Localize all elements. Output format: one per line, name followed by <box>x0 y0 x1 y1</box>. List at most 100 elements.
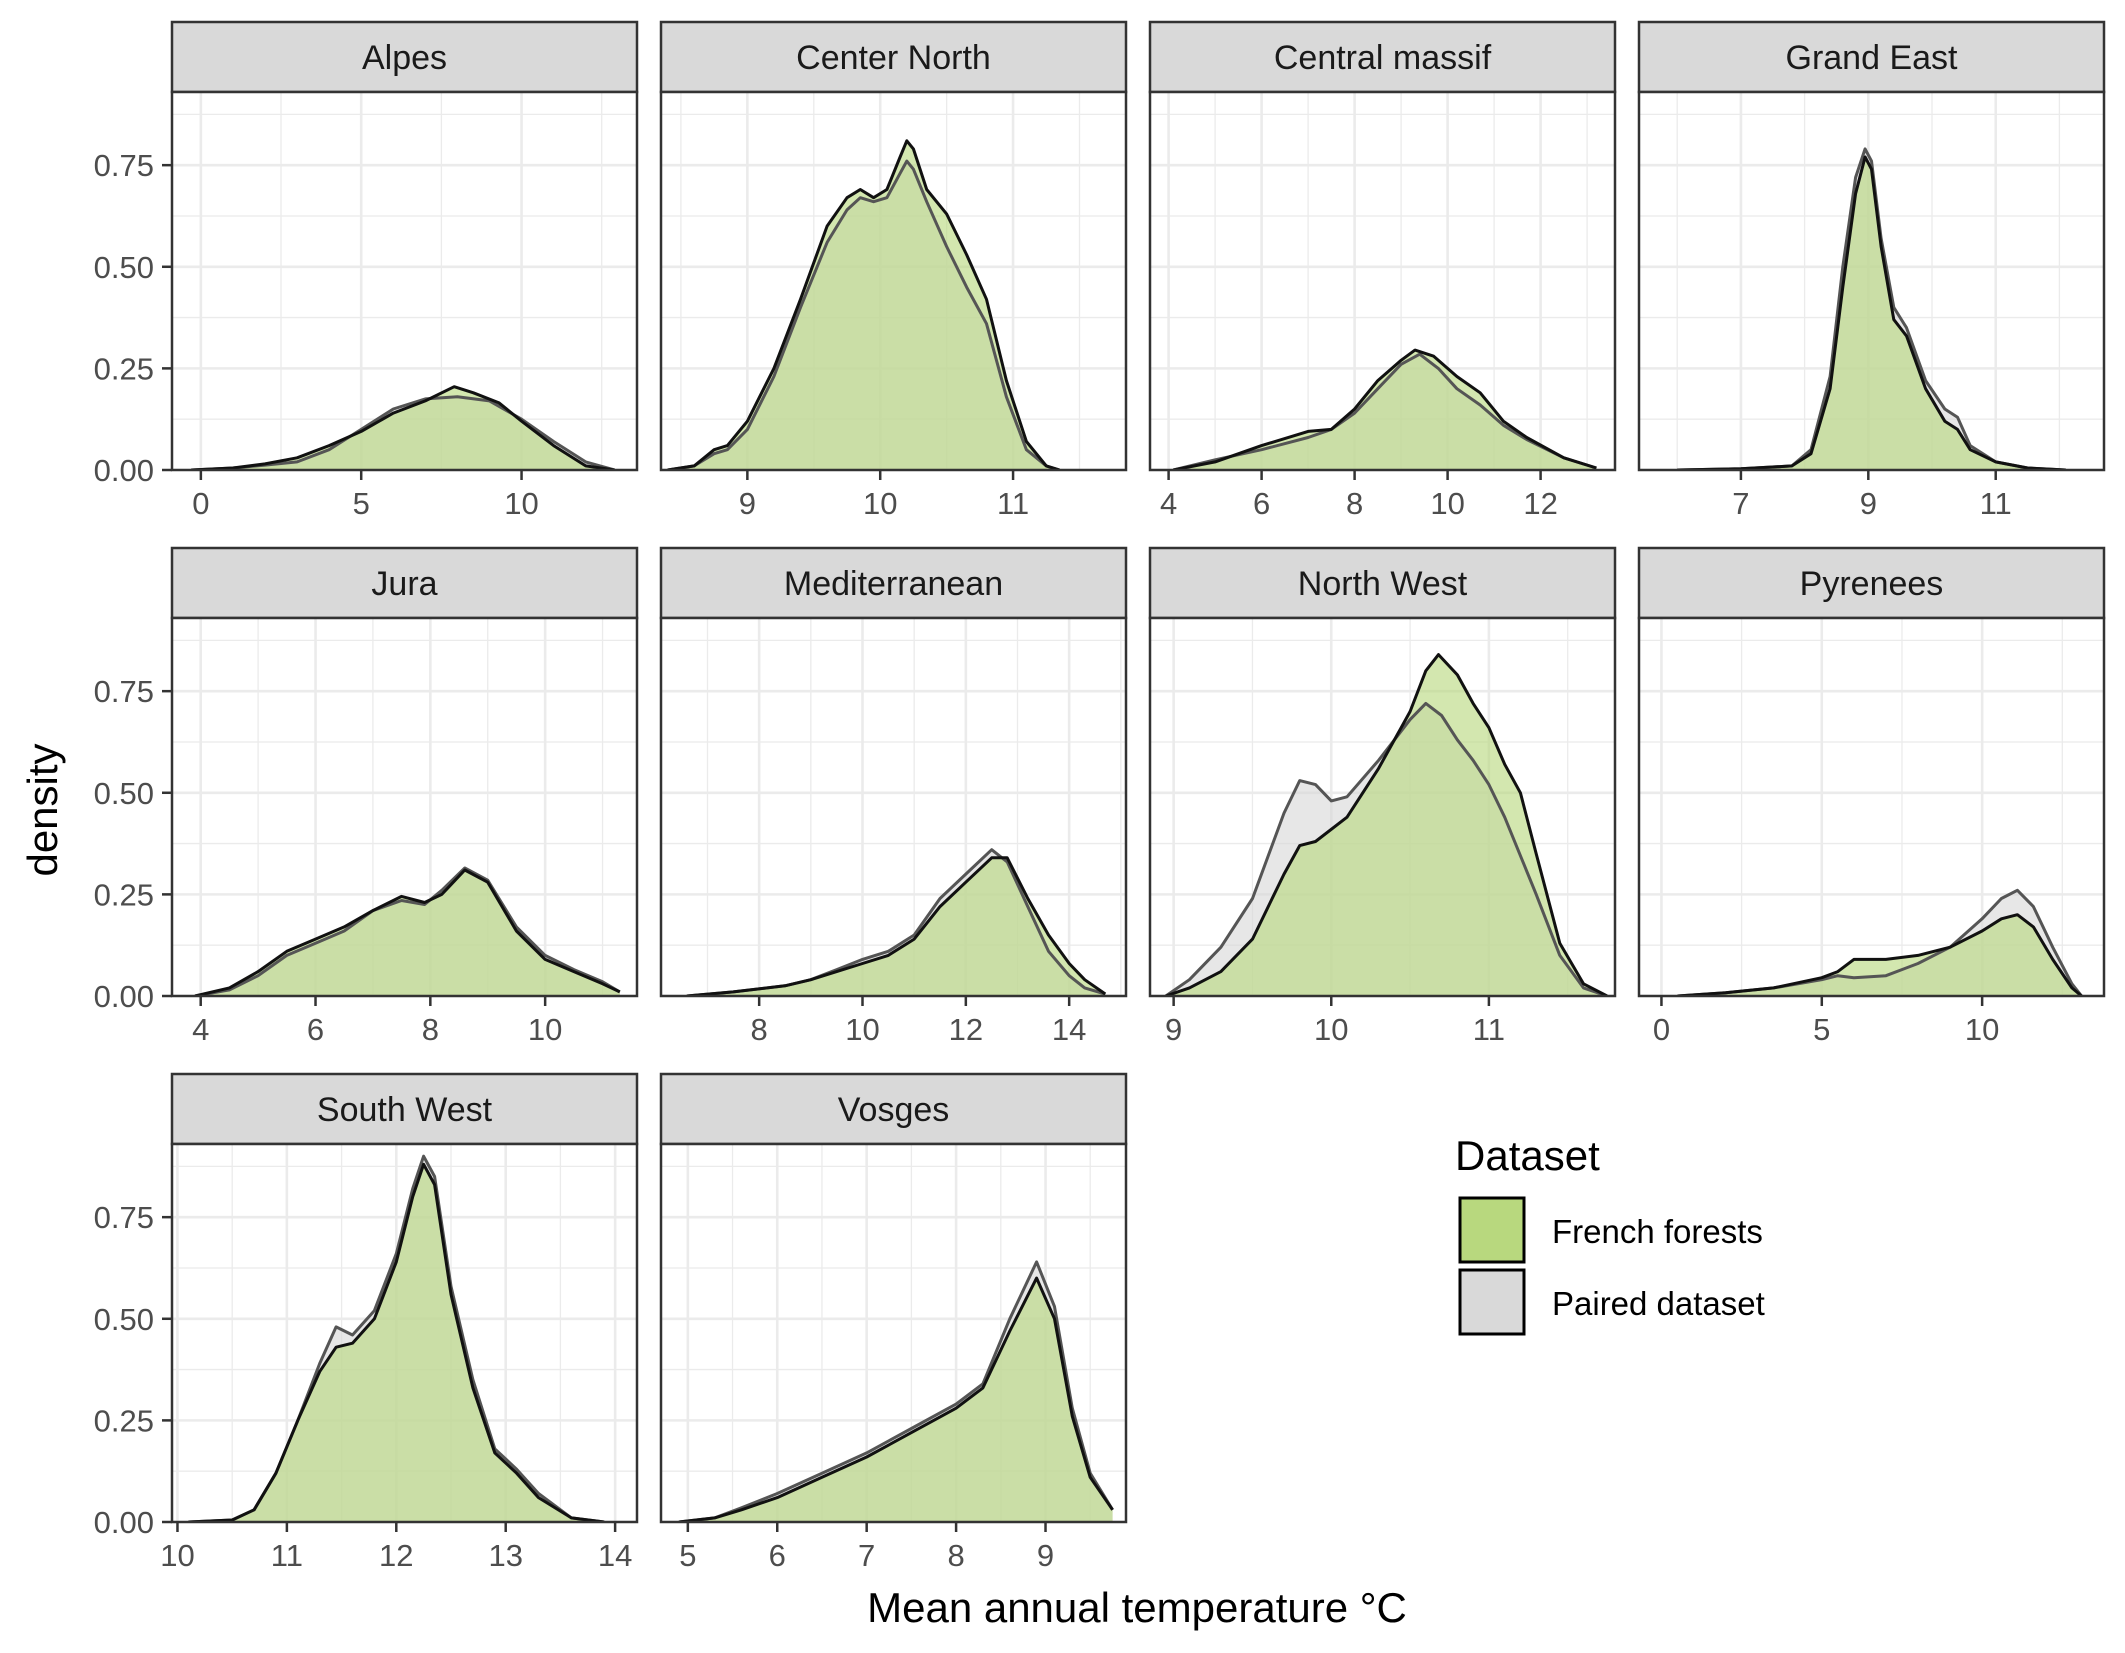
facet-vosges: Vosges 5 6 7 8 9 <box>659 1072 1128 1573</box>
plot-area <box>661 1144 1126 1522</box>
x-tick-label: 12 <box>1523 486 1557 521</box>
panel-border <box>659 90 1128 472</box>
y-tick-label: 0.50 <box>94 776 154 811</box>
plot-area <box>661 92 1126 470</box>
facet-pyrenees: Pyrenees 0 5 10 <box>1637 546 2106 1047</box>
density-line-french-forests <box>191 385 615 470</box>
y-tick-label: 0.25 <box>94 877 154 912</box>
x-tick-label: 8 <box>422 1012 439 1047</box>
x-tick-label: 11 <box>1473 1012 1505 1047</box>
x-tick-label: 10 <box>504 486 538 521</box>
y-tick-label: 0.00 <box>94 453 154 488</box>
facet-title: North West <box>1298 565 1468 603</box>
x-tick-label: 10 <box>863 486 897 521</box>
facet-jura: Jura 4 6 8 10 0.00 0.25 0.50 0.75 <box>94 546 639 1047</box>
panel-border <box>659 1142 1128 1524</box>
density-line-french-forests <box>1173 348 1597 470</box>
x-tick-label: 10 <box>1314 1012 1348 1047</box>
y-tick-label: 0.75 <box>94 674 154 709</box>
x-tick-label: 4 <box>192 1012 209 1047</box>
x-tick-label: 11 <box>997 486 1029 521</box>
plot-area <box>1639 92 2104 470</box>
x-tick-label: 0 <box>192 486 209 521</box>
legend-key-paired-dataset <box>1458 1268 1526 1336</box>
facet-strip <box>1637 20 2106 94</box>
density-line-french-forests <box>1677 155 2066 470</box>
facet-title: Mediterranean <box>784 565 1003 603</box>
density-area-french-forests <box>1165 654 1608 996</box>
density-area-french-forests <box>686 857 1106 996</box>
y-axis-title: density <box>19 743 66 876</box>
panel-border <box>1148 90 1617 472</box>
y-tick-label: 0.75 <box>94 1200 154 1235</box>
plot-area <box>1639 618 2104 996</box>
x-tick-label: 8 <box>751 1012 768 1047</box>
x-tick-label: 10 <box>1965 1012 1999 1047</box>
facet-north-west: North West 9 10 11 <box>1148 546 1617 1047</box>
density-line-paired-dataset <box>194 866 621 996</box>
facet-center-north: Center North 9 10 11 <box>659 20 1128 521</box>
x-tick-label: 14 <box>1052 1012 1086 1047</box>
plot-area <box>1150 618 1615 996</box>
x-tick-label: 14 <box>598 1538 632 1573</box>
facet-title: Grand East <box>1786 39 1959 77</box>
legend-key-french-forests <box>1458 1196 1526 1264</box>
density-line-french-forests <box>194 868 621 996</box>
x-tick-label: 5 <box>353 486 370 521</box>
legend: Dataset French forests Paired dataset <box>1455 1132 1765 1336</box>
density-line-french-forests <box>1165 653 1608 996</box>
panel-border <box>1637 616 2106 998</box>
y-tick-label: 0.25 <box>94 351 154 386</box>
x-tick-label: 9 <box>739 486 756 521</box>
density-line-paired-dataset <box>678 1260 1114 1522</box>
legend-title: Dataset <box>1455 1132 1600 1179</box>
facet-strip <box>170 1072 639 1146</box>
x-tick-label: 9 <box>1860 486 1877 521</box>
facet-south-west: South West 10 11 12 13 14 0.00 0.25 0.50 0.75 <box>94 1072 639 1573</box>
x-tick-label: 9 <box>1037 1538 1054 1573</box>
density-line-french-forests <box>667 139 1061 470</box>
x-tick-label: 10 <box>845 1012 879 1047</box>
facet-title: South West <box>317 1091 493 1129</box>
y-tick-label: 0.00 <box>94 979 154 1014</box>
x-tick-label: 6 <box>307 1012 324 1047</box>
facet-panels: Alpes 0 5 10 0.00 0.25 0.50 0.75 Center North 9 10… <box>94 20 2106 1573</box>
legend-label-french-forests: French forests <box>1552 1213 1763 1250</box>
x-tick-label: 7 <box>1732 486 1749 521</box>
facet-strip <box>1637 546 2106 620</box>
plot-area <box>1150 92 1615 470</box>
x-tick-label: 8 <box>947 1538 964 1573</box>
facet-strip <box>659 1072 1128 1146</box>
y-tick-label: 0.25 <box>94 1403 154 1438</box>
y-tick-label: 0.50 <box>94 1302 154 1337</box>
x-tick-label: 8 <box>1346 486 1363 521</box>
facet-alpes: Alpes 0 5 10 0.00 0.25 0.50 0.75 <box>94 20 639 521</box>
x-tick-label: 10 <box>160 1538 194 1573</box>
x-tick-label: 5 <box>1813 1012 1830 1047</box>
plot-area <box>172 618 637 996</box>
x-tick-label: 11 <box>271 1538 303 1573</box>
panel-border <box>170 90 639 472</box>
x-tick-label: 9 <box>1165 1012 1182 1047</box>
x-tick-label: 11 <box>1980 486 2012 521</box>
density-line-paired-dataset <box>667 159 1061 470</box>
facet-central-massif: Central massif 4 6 8 10 12 <box>1148 20 1617 521</box>
x-tick-label: 13 <box>488 1538 522 1573</box>
plot-area <box>172 92 637 470</box>
y-tick-label: 0.50 <box>94 250 154 285</box>
panel-border <box>170 1142 639 1524</box>
facet-title: Center North <box>796 39 991 77</box>
x-tick-label: 0 <box>1653 1012 1670 1047</box>
y-tick-label: 0.75 <box>94 148 154 183</box>
density-area-french-forests <box>678 1278 1113 1522</box>
density-area-french-forests <box>1677 157 2066 470</box>
facet-strip <box>1148 546 1617 620</box>
x-tick-label: 4 <box>1160 486 1177 521</box>
facet-grand-east: Grand East 7 9 11 <box>1637 20 2106 521</box>
facet-title: Alpes <box>362 39 447 77</box>
panel-background <box>661 618 1126 996</box>
facet-title: Central massif <box>1274 39 1492 77</box>
plot-area <box>661 618 1126 996</box>
density-line-paired-dataset <box>191 395 616 470</box>
